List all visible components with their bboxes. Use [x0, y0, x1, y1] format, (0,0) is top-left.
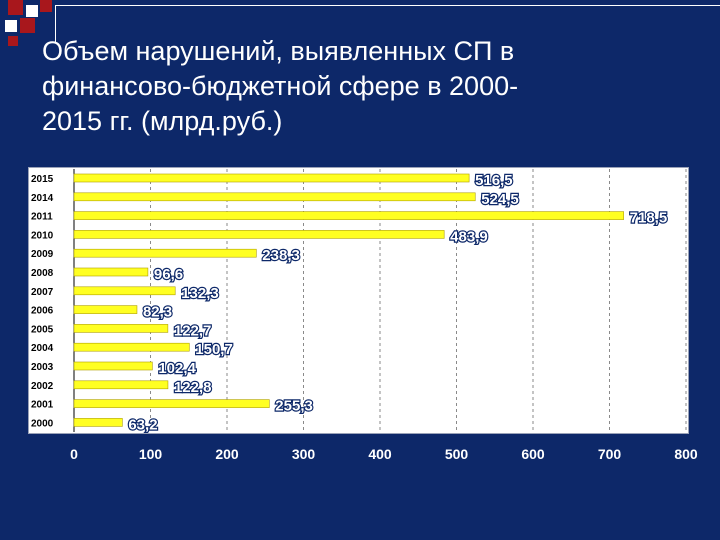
bar — [73, 305, 138, 314]
bar — [73, 361, 153, 371]
x-tick-label: 800 — [674, 446, 698, 462]
year-label: 2005 — [31, 324, 54, 335]
bar — [73, 267, 149, 277]
value-label: 516,5 — [475, 172, 513, 189]
slide-title-line-1: Объем нарушений, выявленных СП в — [42, 36, 515, 66]
bar — [73, 342, 190, 352]
year-label: 2001 — [31, 400, 54, 411]
x-tick-label: 0 — [70, 446, 78, 462]
bar — [73, 324, 169, 333]
x-tick-label: 700 — [598, 446, 622, 462]
corner-square-red-2 — [40, 0, 52, 12]
bar — [73, 211, 624, 220]
header-divider-line — [55, 5, 720, 6]
value-label: 102,4 — [158, 360, 196, 377]
value-label: 524,5 — [481, 191, 519, 208]
corner-square-red-3 — [20, 18, 35, 33]
slide-title-line-3: 2015 гг. (млрд.руб.) — [42, 106, 283, 136]
bar — [73, 380, 169, 390]
value-label: 96,6 — [154, 266, 183, 283]
corner-square-red-1 — [8, 0, 23, 15]
corner-square-red-4 — [8, 36, 18, 46]
value-label: 718,5 — [630, 210, 668, 227]
bar — [73, 399, 270, 408]
bar — [73, 248, 257, 258]
value-label: 122,7 — [174, 322, 212, 339]
header-vertical-line — [55, 5, 56, 43]
year-label: 2014 — [31, 193, 54, 204]
year-label: 2004 — [31, 343, 54, 354]
year-label: 2002 — [31, 381, 54, 392]
value-label: 238,3 — [262, 247, 300, 264]
value-label: 63,2 — [128, 416, 157, 433]
year-label: 2011 — [31, 212, 53, 223]
value-label: 150,7 — [195, 341, 233, 358]
value-label: 82,3 — [143, 304, 172, 321]
year-label: 2009 — [31, 249, 54, 260]
value-label: 483,9 — [450, 228, 488, 245]
year-label: 2008 — [31, 268, 54, 279]
x-tick-label: 400 — [368, 446, 392, 462]
x-tick-label: 300 — [292, 446, 316, 462]
value-label: 122,8 — [174, 379, 212, 396]
year-label: 2003 — [31, 362, 54, 373]
year-label: 2007 — [31, 287, 54, 298]
x-tick-label: 100 — [139, 446, 163, 462]
corner-square-white-1 — [26, 5, 38, 17]
value-label: 132,3 — [181, 285, 219, 302]
year-label: 2006 — [31, 306, 54, 317]
slide-title-line-2: финансово-бюджетной сфере в 2000- — [42, 71, 519, 101]
bar — [73, 418, 123, 427]
x-tick-label: 500 — [445, 446, 469, 462]
slide-title: Объем нарушений, выявленных СП в финансо… — [42, 34, 682, 139]
year-label: 2015 — [31, 174, 54, 185]
bar — [73, 230, 445, 239]
corner-square-white-2 — [5, 20, 17, 32]
year-label: 2000 — [31, 418, 54, 429]
year-label: 2010 — [31, 230, 54, 241]
x-tick-label: 200 — [215, 446, 239, 462]
bar — [73, 192, 476, 202]
value-label: 255,3 — [275, 398, 313, 415]
x-tick-label: 600 — [521, 446, 545, 462]
bar — [73, 286, 176, 296]
bar — [73, 173, 470, 183]
